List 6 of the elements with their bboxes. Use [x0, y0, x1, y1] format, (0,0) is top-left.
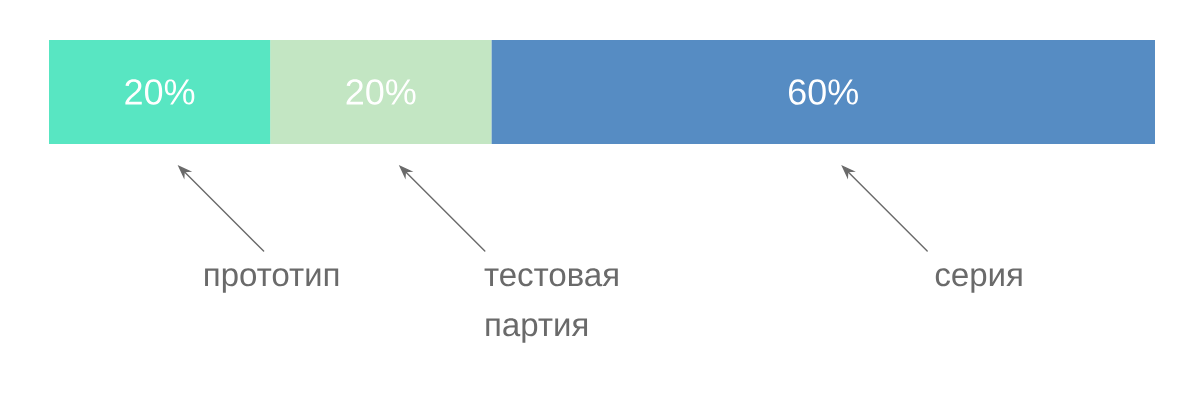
data-label: 20%	[125, 79, 195, 105]
data-label: 20%	[346, 79, 416, 105]
text: тестовая партия	[484, 268, 618, 343]
text: серия	[935, 268, 1022, 293]
data-label: 60%	[789, 79, 858, 105]
text: прототип	[205, 268, 339, 293]
